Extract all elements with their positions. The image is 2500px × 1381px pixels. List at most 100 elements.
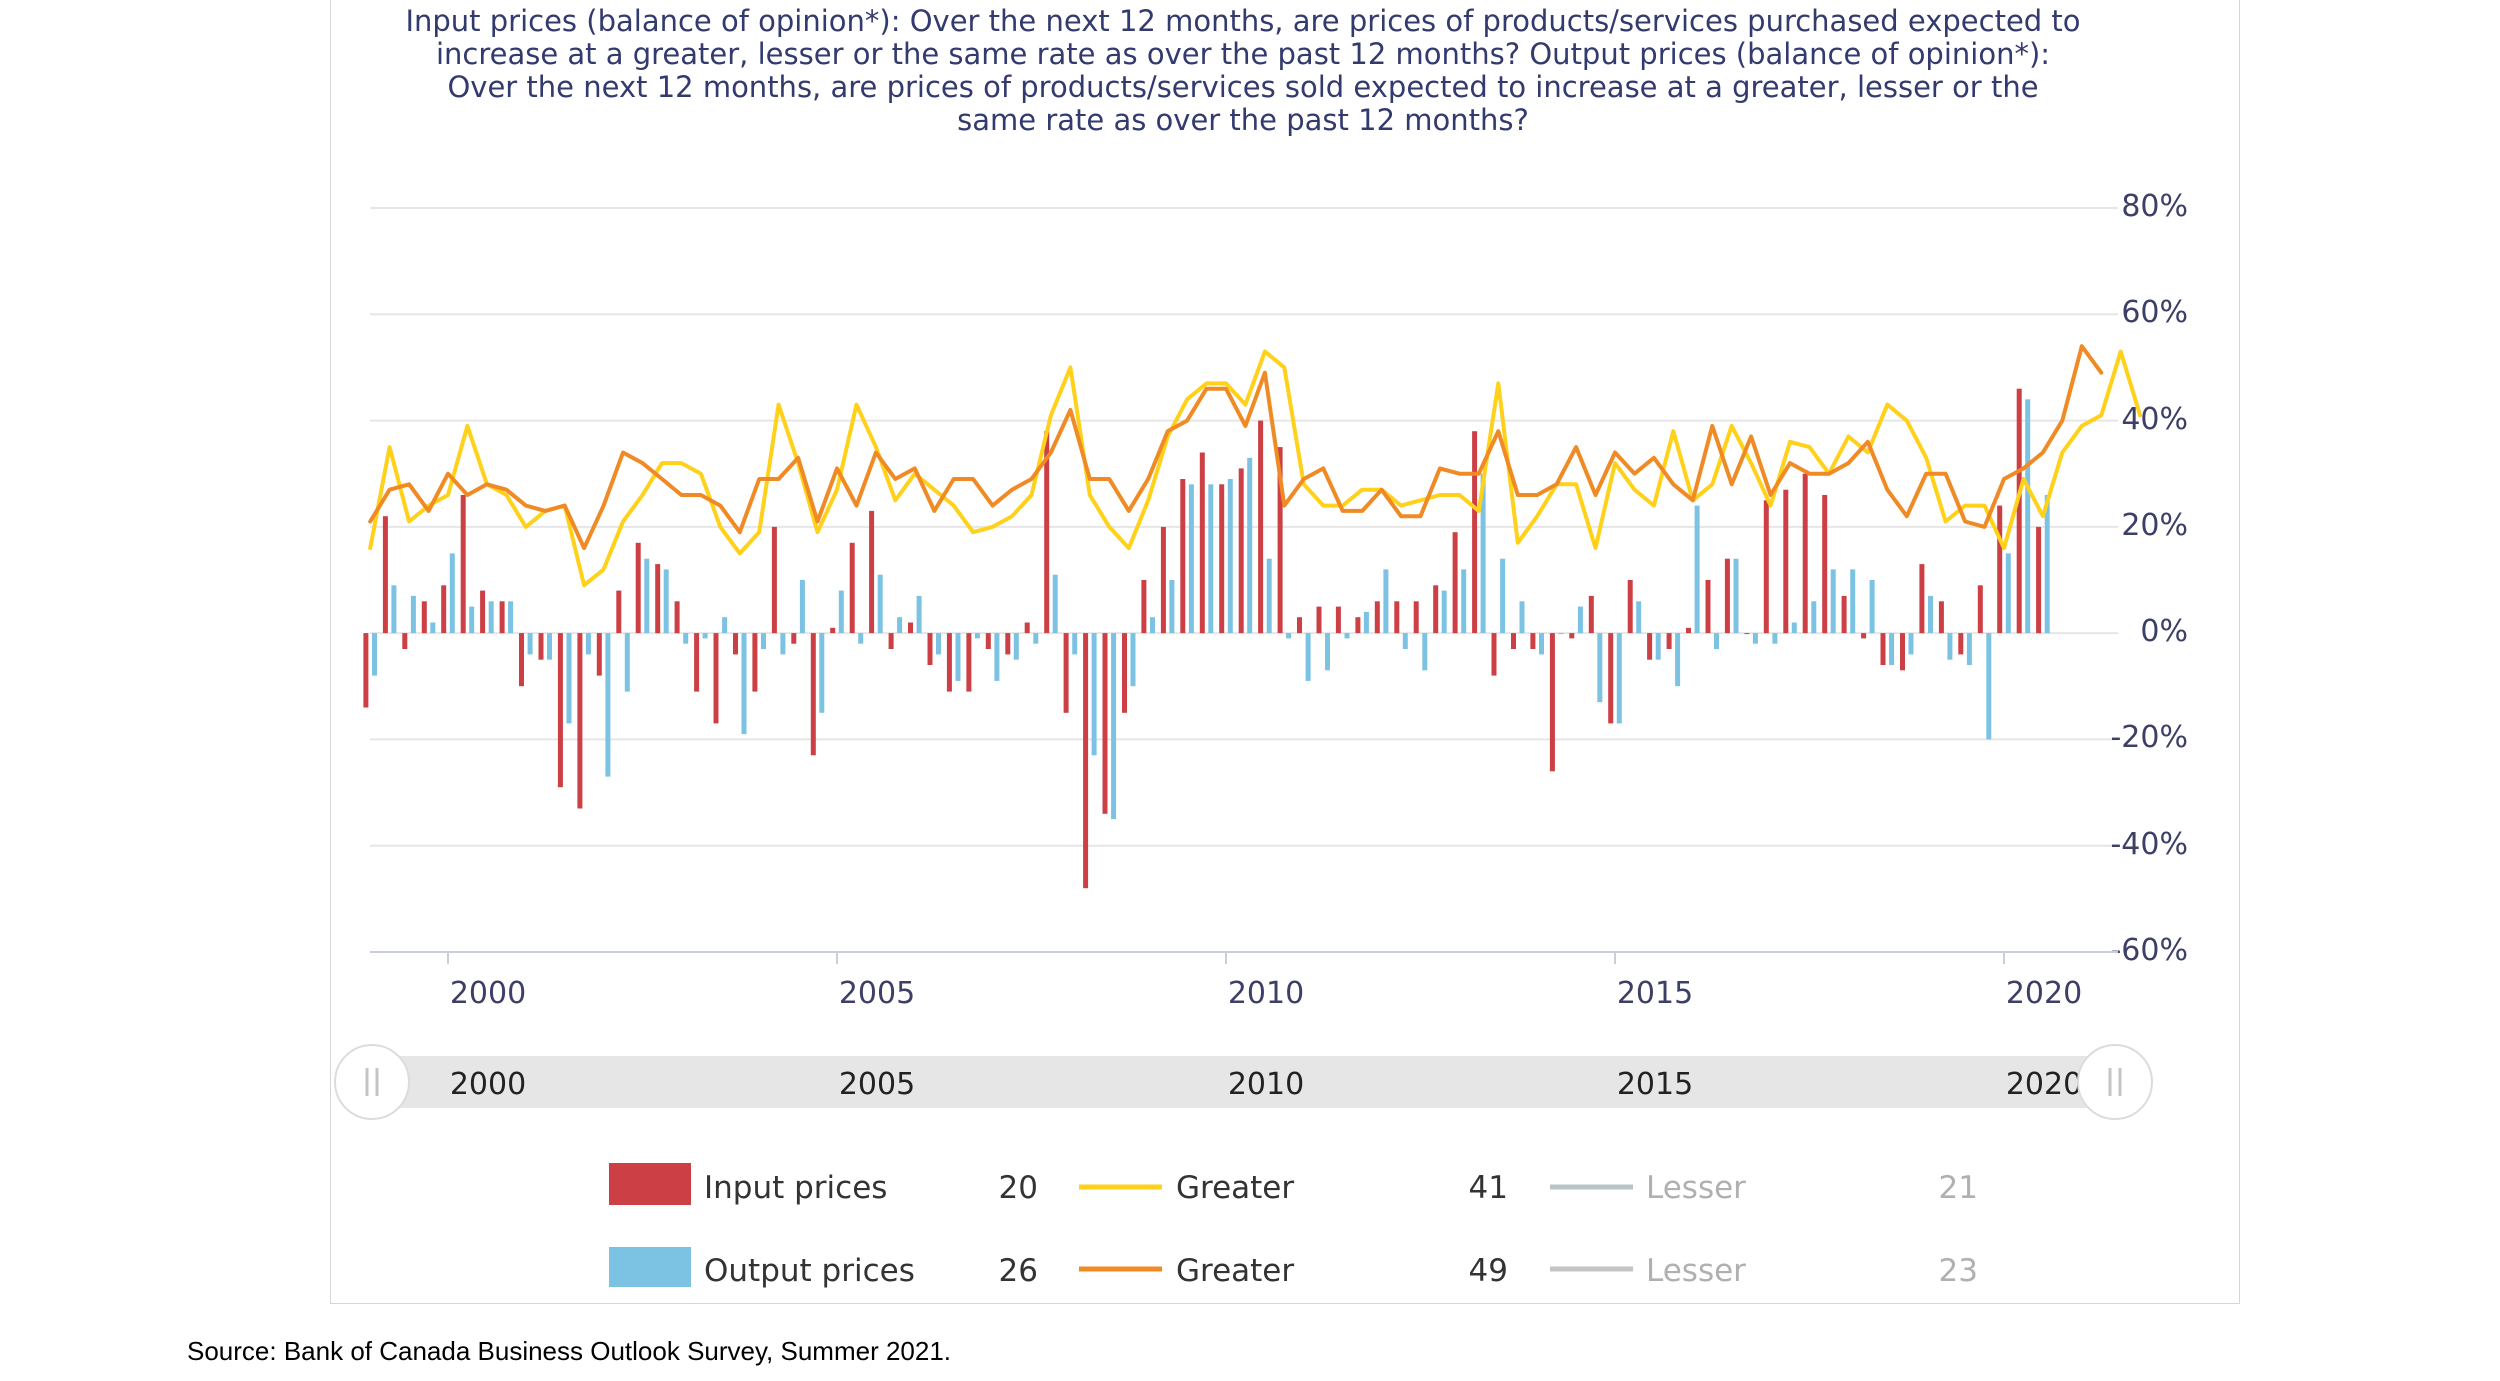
bar-output-prices[interactable] — [469, 606, 475, 634]
bar-input-prices[interactable] — [616, 590, 622, 634]
bar-input-prices[interactable] — [1063, 633, 1069, 713]
bar-output-prices[interactable] — [1966, 633, 1972, 665]
navigator-right-handle[interactable] — [2077, 1044, 2153, 1120]
bar-output-prices[interactable] — [1500, 558, 1506, 634]
bar-output-prices[interactable] — [1111, 633, 1117, 820]
bar-output-prices[interactable] — [1033, 633, 1039, 644]
bar-input-prices[interactable] — [674, 601, 680, 634]
bar-output-prices[interactable] — [1422, 633, 1428, 671]
bar-output-prices[interactable] — [1928, 595, 1933, 634]
bar-output-prices[interactable] — [1091, 633, 1097, 756]
bar-input-prices[interactable] — [382, 516, 388, 634]
bar-output-prices[interactable] — [1714, 633, 1719, 649]
bar-input-prices[interactable] — [1472, 431, 1478, 634]
bar-output-prices[interactable] — [547, 633, 552, 660]
bar-input-prices[interactable] — [363, 633, 369, 708]
bar-input-prices[interactable] — [791, 633, 797, 644]
bar-output-prices[interactable] — [1052, 574, 1058, 634]
bar-output-prices[interactable] — [1655, 633, 1661, 660]
bar-input-prices[interactable] — [1919, 564, 1925, 634]
bar-input-prices[interactable] — [752, 633, 758, 692]
bar-input-prices[interactable] — [1083, 633, 1089, 889]
bar-input-prices[interactable] — [1783, 489, 1789, 634]
bar-output-prices[interactable] — [1227, 479, 1233, 634]
handle-left-circle[interactable] — [334, 1044, 410, 1120]
bar-output-prices[interactable] — [974, 633, 980, 639]
bar-output-prices[interactable] — [430, 622, 436, 634]
bar-output-prices[interactable] — [1869, 580, 1875, 634]
range-navigator[interactable]: 2000 2005 2010 2015 2020 — [334, 1044, 2153, 1120]
legend-item-greater-input[interactable]: Greater — [1079, 1170, 1294, 1206]
bar-input-prices[interactable] — [1199, 452, 1205, 634]
bar-input-prices[interactable] — [635, 542, 641, 634]
navigator-left-handle[interactable] — [334, 1044, 410, 1120]
bar-output-prices[interactable] — [1247, 457, 1253, 634]
bar-output-prices[interactable] — [1558, 633, 1564, 635]
bar-output-prices[interactable] — [1850, 569, 1856, 634]
handle-right-circle[interactable] — [2077, 1044, 2153, 1120]
bar-input-prices[interactable] — [1802, 473, 1808, 634]
bar-output-prices[interactable] — [897, 617, 903, 634]
bar-output-prices[interactable] — [1889, 633, 1895, 665]
bar-input-prices[interactable] — [1160, 526, 1166, 634]
bar-input-prices[interactable] — [1549, 633, 1555, 772]
bar-input-prices[interactable] — [1005, 633, 1011, 655]
bar-input-prices[interactable] — [1997, 505, 2003, 634]
bar-output-prices[interactable] — [936, 633, 941, 655]
bar-output-prices[interactable] — [2044, 495, 2050, 634]
bar-input-prices[interactable] — [1686, 627, 1691, 634]
bar-output-prices[interactable] — [819, 633, 825, 713]
bar-input-prices[interactable] — [1452, 532, 1458, 634]
bar-output-prices[interactable] — [1072, 633, 1078, 655]
bar-output-prices[interactable] — [1286, 633, 1292, 639]
bar-output-prices[interactable] — [391, 585, 397, 634]
bar-output-prices[interactable] — [1577, 606, 1583, 634]
bar-input-prices[interactable] — [810, 633, 816, 756]
bar-input-prices[interactable] — [1394, 601, 1400, 634]
bar-output-prices[interactable] — [1305, 633, 1311, 681]
bar-input-prices[interactable] — [1374, 601, 1380, 634]
bar-input-prices[interactable] — [830, 627, 836, 634]
bar-input-prices[interactable] — [694, 633, 700, 692]
legend-item-lesser-output[interactable]: Lesser — [1550, 1253, 1746, 1289]
bar-output-prices[interactable] — [1013, 633, 1019, 660]
bar-input-prices[interactable] — [1355, 617, 1361, 634]
bar-input-prices[interactable] — [1180, 479, 1186, 634]
bar-output-prices[interactable] — [1772, 633, 1778, 644]
bar-input-prices[interactable] — [1024, 622, 1030, 634]
bar-input-prices[interactable] — [1511, 633, 1516, 649]
bar-input-prices[interactable] — [1861, 633, 1867, 639]
bar-input-prices[interactable] — [1141, 580, 1147, 634]
bar-output-prices[interactable] — [702, 633, 708, 639]
navigator-track[interactable] — [370, 1056, 2118, 1108]
bar-output-prices[interactable] — [1383, 569, 1389, 634]
bar-output-prices[interactable] — [585, 633, 591, 655]
bar-output-prices[interactable] — [1519, 601, 1525, 634]
bar-input-prices[interactable] — [927, 633, 933, 665]
bar-output-prices[interactable] — [741, 633, 747, 735]
bar-input-prices[interactable] — [888, 633, 894, 649]
bar-output-prices[interactable] — [1169, 580, 1175, 634]
bar-output-prices[interactable] — [2025, 399, 2031, 634]
bar-output-prices[interactable] — [722, 617, 728, 634]
bar-output-prices[interactable] — [761, 633, 766, 649]
bar-output-prices[interactable] — [1830, 569, 1836, 634]
bar-input-prices[interactable] — [1491, 633, 1497, 676]
bar-input-prices[interactable] — [1666, 633, 1672, 649]
bar-input-prices[interactable] — [1569, 633, 1575, 639]
bar-input-prices[interactable] — [1316, 606, 1322, 634]
bar-output-prices[interactable] — [994, 633, 1000, 681]
bar-output-prices[interactable] — [508, 601, 514, 634]
bar-output-prices[interactable] — [449, 553, 455, 634]
legend-item-output-prices[interactable]: Output prices — [609, 1247, 915, 1289]
bar-input-prices[interactable] — [713, 633, 719, 724]
bar-output-prices[interactable] — [1480, 473, 1486, 634]
bar-output-prices[interactable] — [838, 590, 844, 634]
bar-output-prices[interactable] — [916, 595, 922, 634]
bar-output-prices[interactable] — [1150, 617, 1155, 634]
line-greater-input[interactable] — [368, 349, 2143, 588]
bar-input-prices[interactable] — [1238, 468, 1244, 634]
bar-input-prices[interactable] — [421, 601, 427, 634]
bar-output-prices[interactable] — [1986, 633, 1992, 740]
bar-output-prices[interactable] — [663, 569, 669, 634]
